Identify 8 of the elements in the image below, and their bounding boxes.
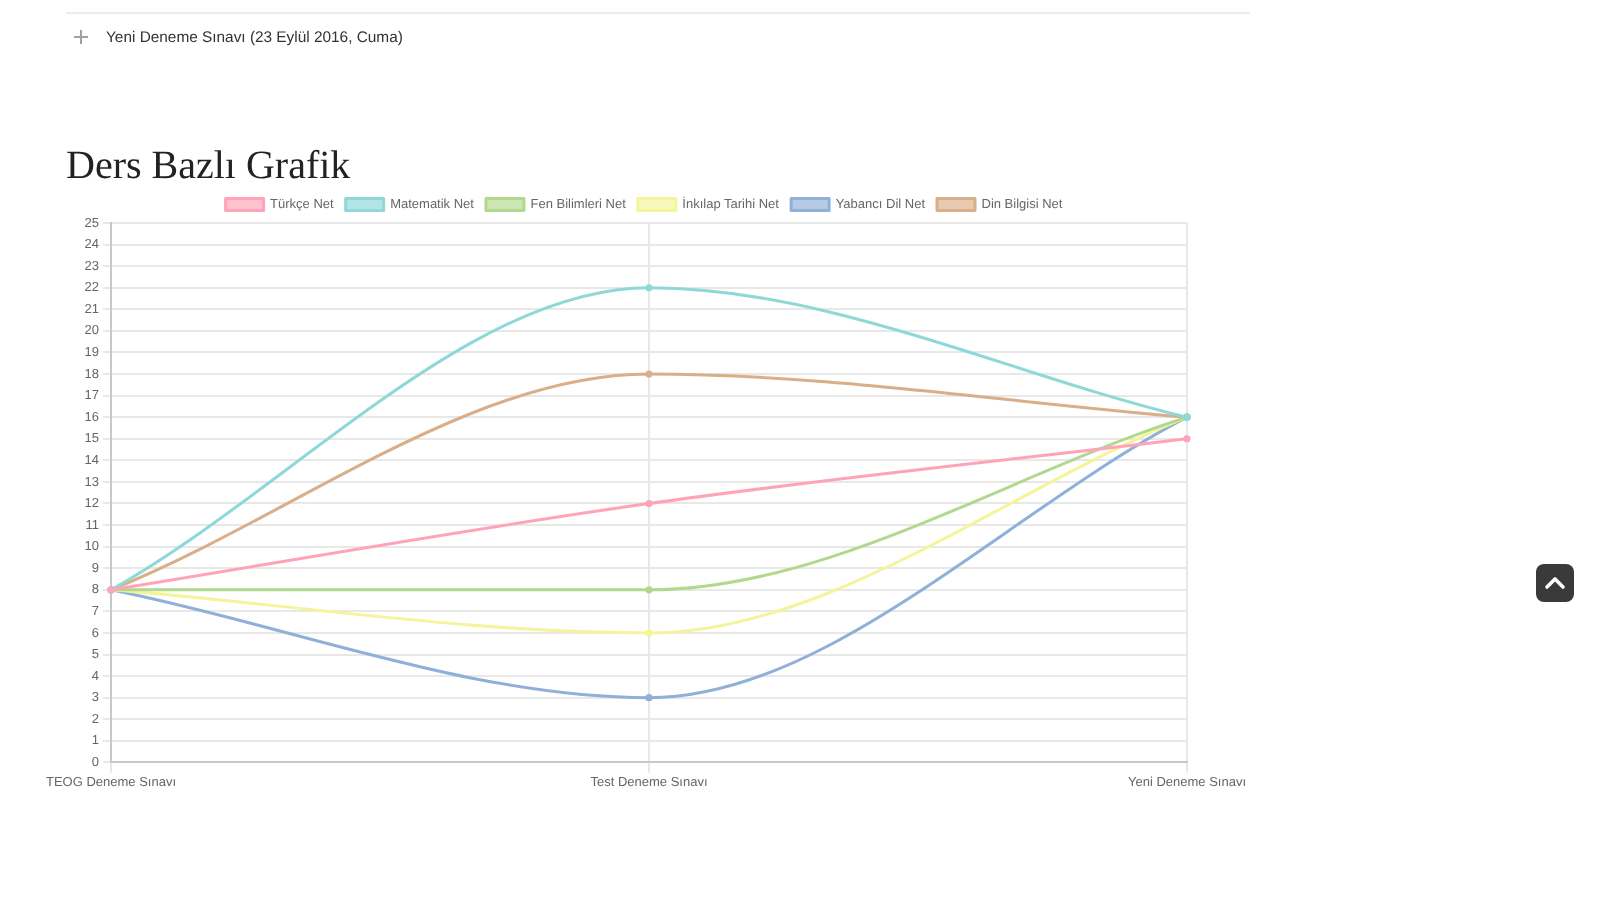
point: [645, 629, 653, 637]
point: [645, 586, 653, 594]
point: [645, 284, 653, 292]
point: [645, 499, 653, 508]
chart-title: Ders Bazlı Grafik: [66, 142, 351, 190]
point: [645, 694, 653, 702]
point: [1183, 435, 1191, 443]
point: [645, 370, 653, 378]
